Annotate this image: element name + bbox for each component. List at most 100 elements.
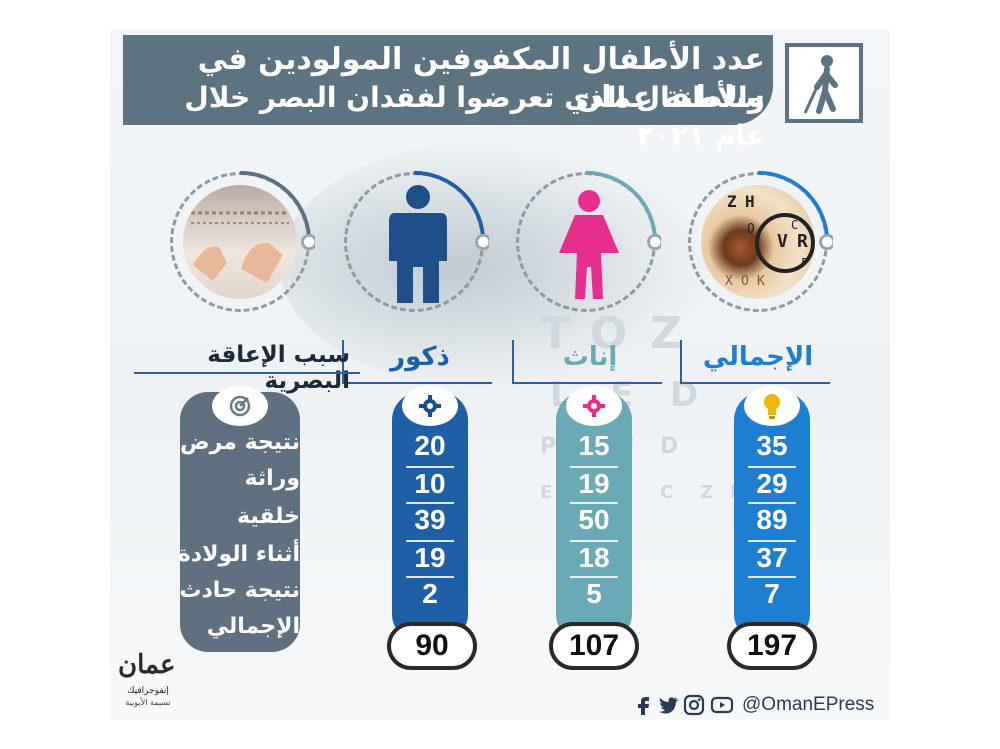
reason-congenital: خلقية bbox=[237, 504, 300, 529]
eye-chart-circle: Z H O V R C F X O K bbox=[688, 170, 833, 312]
male-circle bbox=[344, 170, 489, 312]
header-female-frame bbox=[512, 340, 662, 384]
logo-credit-text: نسيمة الأيوبية bbox=[125, 698, 171, 707]
title-banner: عدد الأطفال المكفوفين المولودين في سلطنة… bbox=[123, 35, 885, 152]
row-separator bbox=[406, 540, 454, 542]
chart-letter: E bbox=[540, 482, 553, 503]
reason-heredity: وراثة bbox=[244, 466, 300, 491]
row-separator bbox=[748, 466, 796, 468]
chart-letter: C bbox=[791, 218, 798, 232]
row-separator bbox=[570, 540, 618, 542]
header-male-frame bbox=[342, 340, 492, 384]
total-male: 90 bbox=[387, 622, 477, 670]
reason-accident: نتيجة حادث bbox=[179, 578, 300, 603]
youtube-icon[interactable] bbox=[710, 693, 734, 717]
target-badge bbox=[212, 386, 268, 426]
row-separator bbox=[570, 502, 618, 504]
row-separator bbox=[406, 576, 454, 578]
value-female-birth: 18 bbox=[578, 542, 610, 573]
row-separator bbox=[748, 576, 796, 578]
oman-logo: عمان إنفوجرافيك نسيمة الأيوبية bbox=[118, 650, 176, 712]
value-total-congenital: 89 bbox=[756, 504, 788, 535]
chart-letter: D bbox=[660, 434, 679, 459]
column-female: 15 19 50 18 5 bbox=[556, 386, 632, 642]
value-female-accident: 5 bbox=[586, 578, 602, 609]
row-separator bbox=[406, 502, 454, 504]
value-female-disease: 15 bbox=[578, 430, 610, 461]
logo-main-text: عمان bbox=[118, 650, 176, 680]
chart-letter: K bbox=[757, 274, 765, 289]
eye-chart-icon: Z H O V R C F X O K bbox=[701, 185, 815, 299]
value-total-birth: 37 bbox=[756, 542, 788, 573]
female-icon bbox=[559, 190, 619, 299]
value-male-birth: 19 bbox=[414, 542, 446, 573]
progress-arc bbox=[585, 170, 661, 251]
value-total-heredity: 29 bbox=[756, 468, 788, 499]
logo-sub-text: إنفوجرافيك bbox=[127, 686, 169, 696]
chart-letter: O bbox=[747, 222, 755, 237]
value-female-heredity: 19 bbox=[578, 468, 610, 499]
gear-badge bbox=[402, 386, 458, 426]
value-male-heredity: 10 bbox=[414, 468, 446, 499]
total-total: 197 bbox=[727, 622, 817, 670]
chart-letter: H bbox=[745, 192, 755, 211]
reason-disease: نتيجة مرض bbox=[180, 430, 300, 455]
column-reasons bbox=[180, 386, 300, 652]
chart-letter: X bbox=[725, 274, 733, 289]
header-male: ذكور bbox=[390, 342, 450, 372]
title-line-1: عدد الأطفال المكفوفين المولودين في سلطنة… bbox=[197, 42, 765, 115]
row-separator bbox=[748, 540, 796, 542]
value-male-accident: 2 bbox=[422, 578, 438, 609]
reason-total: الإجمالي bbox=[206, 614, 300, 639]
value-female-congenital: 50 bbox=[578, 504, 610, 535]
chart-letter: V bbox=[777, 231, 788, 252]
header-reason: سبب الإعاقة البصرية bbox=[207, 342, 350, 394]
chart-letter: P bbox=[540, 434, 557, 459]
chart-letter: F bbox=[801, 256, 808, 270]
header-female: إناث bbox=[562, 342, 618, 372]
chart-letter: R bbox=[797, 231, 808, 252]
chart-letter: Z bbox=[650, 308, 682, 359]
progress-arc bbox=[239, 170, 315, 251]
braille-hands-icon bbox=[183, 185, 297, 299]
facebook-icon[interactable] bbox=[632, 693, 656, 717]
gear-badge bbox=[566, 386, 622, 426]
chart-letter: T bbox=[540, 308, 571, 359]
chart-letter: O bbox=[590, 308, 628, 359]
female-circle bbox=[516, 170, 661, 312]
chart-letter: Z bbox=[700, 482, 714, 503]
chart-letter: D bbox=[670, 375, 699, 415]
blind-person-icon bbox=[785, 43, 863, 123]
gear-icon bbox=[583, 395, 605, 417]
instagram-icon[interactable] bbox=[682, 693, 706, 717]
male-icon bbox=[389, 185, 447, 303]
target-icon bbox=[229, 395, 251, 417]
title-banner-background bbox=[123, 35, 773, 125]
header-total: الإجمالي bbox=[702, 342, 814, 372]
row-separator bbox=[570, 466, 618, 468]
title-line-2: والأطفال الذي تعرضوا لفقدان البصر خلال ع… bbox=[184, 81, 765, 152]
lightbulb-badge bbox=[744, 386, 800, 426]
value-total-accident: 7 bbox=[764, 578, 780, 609]
value-male-disease: 20 bbox=[414, 430, 446, 461]
progress-arc bbox=[757, 170, 833, 251]
chart-letter: C bbox=[660, 482, 674, 503]
total-female: 107 bbox=[549, 622, 639, 670]
column-total: 35 29 89 37 7 bbox=[734, 386, 810, 642]
header-total-frame bbox=[680, 340, 830, 384]
value-total-disease: 35 bbox=[756, 430, 788, 461]
reason-birth: أثناء الولادة bbox=[177, 542, 300, 567]
chart-letter: Z bbox=[727, 192, 737, 211]
progress-arc bbox=[413, 170, 489, 251]
twitter-icon[interactable] bbox=[656, 693, 680, 717]
chart-letter: O bbox=[741, 274, 749, 289]
gear-icon bbox=[419, 395, 441, 417]
lightbulb-icon bbox=[764, 394, 780, 419]
braille-circle bbox=[170, 170, 315, 312]
header-reason-underline bbox=[134, 372, 360, 374]
social-handle[interactable]: @OmanEPress bbox=[742, 694, 875, 715]
row-separator bbox=[406, 466, 454, 468]
row-separator bbox=[570, 576, 618, 578]
value-male-congenital: 39 bbox=[414, 504, 446, 535]
